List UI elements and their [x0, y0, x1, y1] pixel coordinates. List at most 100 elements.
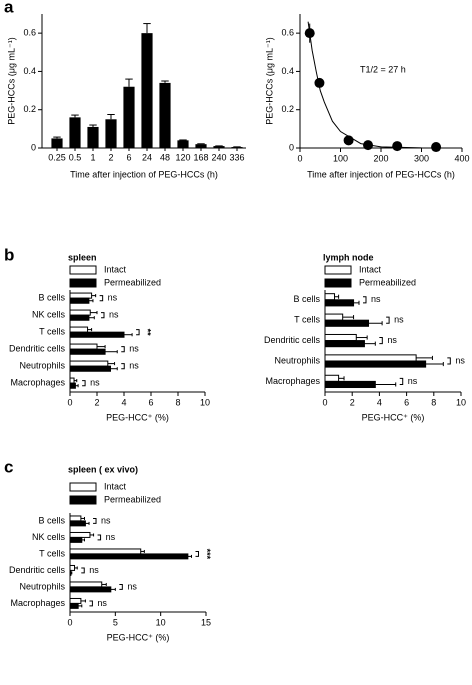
significance-bracket — [399, 377, 404, 385]
x-tick-label: 168 — [193, 152, 208, 162]
x-tick-label: 0 — [67, 617, 72, 627]
x-tick-label: 2 — [94, 397, 99, 407]
significance-label: ** — [143, 329, 153, 337]
bar — [51, 138, 63, 148]
significance-bracket — [379, 337, 383, 345]
bar — [69, 314, 90, 321]
y-tick-label: 0 — [31, 142, 36, 152]
bar — [324, 340, 365, 348]
x-tick-label: 2 — [350, 397, 355, 407]
point — [304, 28, 315, 39]
bar — [69, 292, 93, 299]
significance-label: ns — [394, 315, 404, 325]
y-tick-label: 0.2 — [281, 104, 294, 114]
bar — [324, 313, 344, 321]
y-axis-label: PEG-HCCs (μg mL⁻¹) — [264, 37, 274, 124]
bar — [69, 297, 90, 304]
bar — [69, 520, 86, 527]
bar — [69, 309, 91, 316]
x-tick-label: 336 — [229, 152, 244, 162]
bar — [69, 348, 106, 355]
point — [363, 140, 374, 151]
legend-swatch — [324, 265, 352, 275]
x-tick-label: 15 — [201, 617, 211, 627]
x-tick-label: 4 — [377, 397, 382, 407]
y-tick-label: T cells — [294, 315, 320, 325]
bar — [69, 515, 82, 522]
legend-swatch — [69, 495, 97, 505]
y-tick-label: Neutrophils — [19, 361, 65, 371]
axes — [69, 513, 206, 613]
panel-label: a — [4, 0, 14, 16]
x-tick-label: 4 — [121, 397, 126, 407]
x-tick-label: 0 — [67, 397, 72, 407]
bar — [123, 86, 135, 148]
x-tick-label: 24 — [142, 152, 152, 162]
y-tick-label: B cells — [38, 293, 65, 303]
legend-swatch — [69, 265, 97, 275]
bar — [69, 597, 82, 604]
y-tick-label: 0 — [289, 142, 294, 152]
y-tick-label: NK cells — [32, 310, 66, 320]
x-tick-label: 0.5 — [69, 152, 82, 162]
bar — [324, 293, 336, 301]
legend-label: Intact — [104, 481, 127, 491]
x-tick-label: 10 — [200, 397, 210, 407]
legend-swatch — [69, 482, 97, 492]
bar — [324, 319, 370, 327]
x-tick-label: 0 — [322, 397, 327, 407]
x-tick-label: 0.25 — [48, 152, 66, 162]
x-tick-label: 10 — [456, 397, 466, 407]
bar — [69, 602, 79, 609]
chart-title: spleen ( ex vivo) — [68, 464, 138, 474]
x-axis-label: Time after injection of PEG-HCCs (h) — [307, 169, 455, 179]
y-tick-label: T cells — [39, 548, 65, 558]
significance-bracket — [386, 316, 390, 324]
bar — [69, 581, 103, 588]
significance-bracket — [101, 312, 105, 319]
bar — [141, 33, 153, 149]
bar — [69, 536, 83, 543]
y-tick-label: 0.6 — [281, 28, 294, 38]
y-tick-label: B cells — [38, 515, 65, 525]
y-tick-label: Macrophages — [10, 378, 65, 388]
x-tick-label: 300 — [414, 153, 429, 163]
axes — [324, 290, 461, 393]
bar — [105, 119, 117, 148]
y-tick-label: Dendritic cells — [264, 335, 321, 345]
significance-label: *** — [202, 549, 212, 560]
bar — [69, 326, 89, 333]
x-tick-label: 120 — [175, 152, 190, 162]
point — [314, 77, 325, 88]
bar — [69, 117, 81, 148]
x-axis-label: Time after injection of PEG-HCCs (h) — [70, 169, 218, 179]
point — [392, 141, 403, 152]
legend-label: Permeabilized — [104, 277, 161, 287]
legend-swatch — [69, 278, 97, 288]
chart-title: lymph node — [323, 252, 374, 262]
point — [343, 135, 354, 146]
y-tick-label: Dendritic cells — [9, 565, 66, 575]
x-tick-label: 6 — [126, 152, 131, 162]
bar — [324, 299, 355, 307]
axes — [41, 14, 246, 149]
y-tick-label: 0.2 — [23, 104, 36, 114]
significance-label: ns — [90, 378, 100, 388]
x-axis-label: PEG-HCC⁺ (%) — [107, 632, 170, 642]
x-tick-label: 400 — [454, 153, 469, 163]
significance-bracket — [119, 583, 123, 590]
bar — [69, 531, 91, 538]
bar — [69, 564, 76, 571]
significance-bracket — [121, 346, 125, 353]
x-tick-label: 200 — [373, 153, 388, 163]
bar — [69, 586, 112, 593]
y-tick-label: T cells — [39, 327, 65, 337]
significance-label: ns — [455, 355, 465, 365]
significance-label: ns — [129, 344, 139, 354]
significance-bracket — [81, 567, 85, 574]
axes — [69, 290, 205, 393]
y-tick-label: NK cells — [32, 532, 66, 542]
point — [431, 142, 442, 153]
x-tick-label: 0 — [297, 153, 302, 163]
